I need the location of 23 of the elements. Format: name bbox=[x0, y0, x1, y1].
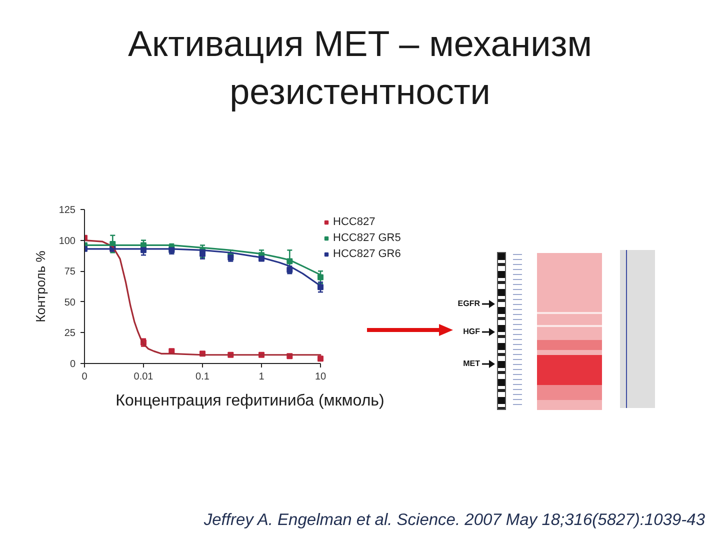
x-tick-label: 1 bbox=[258, 372, 265, 382]
x-tick-label: 10 bbox=[314, 372, 326, 382]
y-tick-label: 75 bbox=[64, 266, 76, 278]
text: HGF bbox=[463, 327, 480, 337]
y-tick-label: 100 bbox=[58, 236, 76, 247]
x-axis-title: Концентрация гефитиниба (мкмоль) bbox=[116, 392, 384, 410]
legend-label: HCC827 bbox=[333, 214, 376, 229]
text: Jeffrey A. Engelman et al. Science. 2007 May 18;316(5827):1039-43 bbox=[204, 510, 705, 531]
legend-label: HCC827 GR5 bbox=[333, 230, 401, 245]
x-tick-label: 0 bbox=[82, 372, 88, 382]
y-axis-title: Контроль % bbox=[32, 250, 48, 322]
y-tick-label: 50 bbox=[64, 297, 76, 308]
x-tick-label: 0.01 bbox=[134, 372, 154, 382]
legend-label: HCC827 GR6 bbox=[333, 246, 401, 261]
text: MET bbox=[463, 359, 480, 369]
x-tick-label: 0.1 bbox=[196, 372, 210, 382]
y-tick-label: 125 bbox=[58, 205, 76, 216]
point bbox=[318, 274, 324, 280]
point bbox=[318, 356, 324, 362]
y-tick-label: 0 bbox=[70, 359, 76, 370]
y-tick-label: 25 bbox=[64, 328, 76, 340]
chart-title: Активация MET – механизм резистентности bbox=[127, 22, 593, 114]
text: EGFR bbox=[458, 299, 480, 309]
